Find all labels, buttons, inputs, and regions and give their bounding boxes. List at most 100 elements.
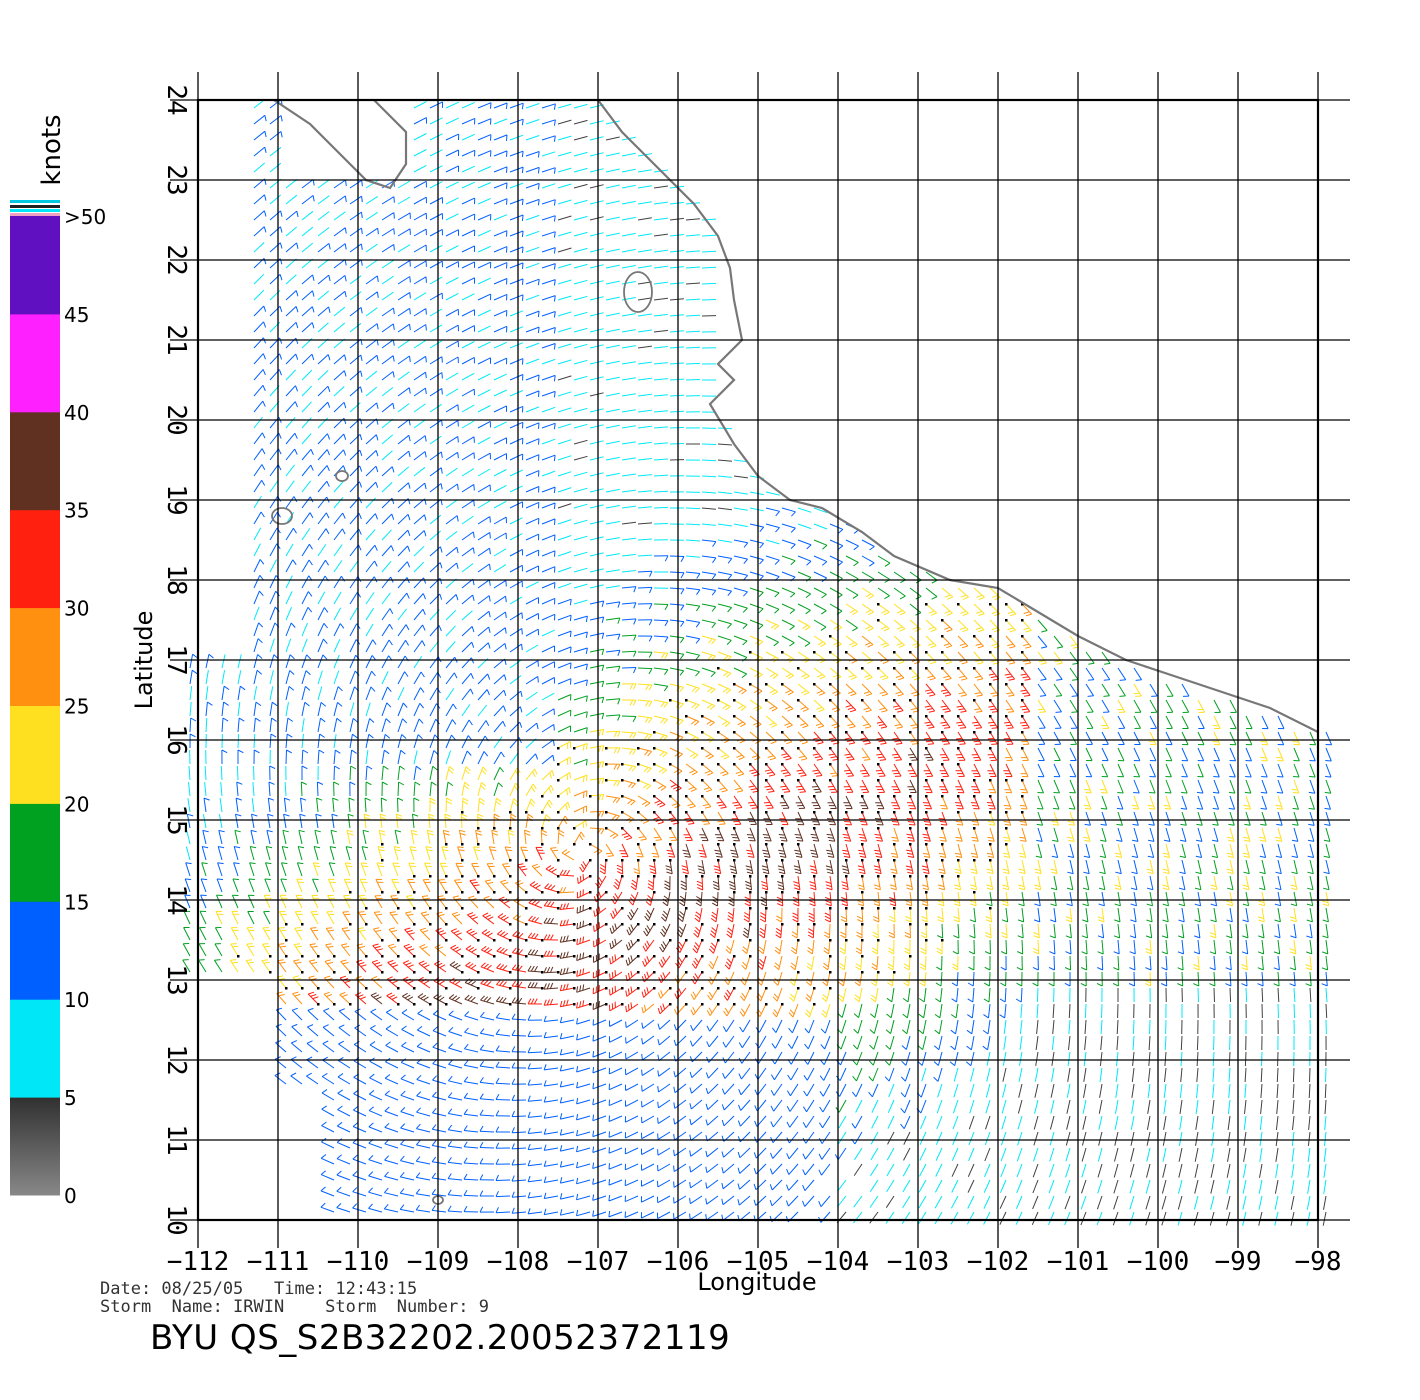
wind-barb-flag bbox=[1241, 964, 1248, 968]
wind-barb bbox=[1080, 1195, 1087, 1210]
wind-barb-flag bbox=[479, 1174, 484, 1181]
wind-barb-flag bbox=[855, 950, 862, 955]
rain-flag bbox=[909, 763, 912, 766]
wind-barb bbox=[358, 895, 367, 909]
wind-barb-flag bbox=[483, 963, 489, 969]
wind-barb-flag bbox=[350, 765, 357, 770]
wind-barb bbox=[400, 1208, 415, 1213]
wind-barb-flag bbox=[189, 733, 196, 738]
wind-barb-flag bbox=[769, 1168, 773, 1175]
rain-flag bbox=[557, 907, 560, 910]
wind-barb-flag bbox=[742, 961, 748, 967]
wind-barb bbox=[330, 830, 335, 845]
wind-barb-flag bbox=[1032, 947, 1039, 952]
wind-barb bbox=[765, 795, 774, 809]
wind-barb bbox=[509, 752, 519, 765]
wind-barb-flag bbox=[309, 943, 316, 946]
wind-barb-flag bbox=[329, 862, 336, 865]
rain-flag bbox=[621, 827, 624, 830]
wind-barb bbox=[322, 1043, 335, 1053]
wind-barb-flag bbox=[940, 839, 947, 842]
wind-barb-flag bbox=[743, 927, 750, 932]
wind-barb-flag bbox=[1164, 807, 1171, 810]
wind-barb-flag bbox=[298, 829, 305, 833]
wind-barb bbox=[1114, 1099, 1119, 1114]
rain-flag bbox=[861, 907, 864, 910]
wind-barb-flag bbox=[608, 1179, 610, 1186]
wind-barb bbox=[957, 923, 960, 939]
wind-barb bbox=[886, 1163, 895, 1177]
wind-barb bbox=[1291, 1163, 1295, 1178]
wind-barb-flag bbox=[646, 987, 649, 994]
wind-barb bbox=[711, 971, 719, 985]
wind-barb bbox=[741, 1035, 751, 1048]
wind-barb bbox=[1131, 1083, 1135, 1098]
wind-barb-flag bbox=[342, 911, 349, 913]
wind-barb-flag bbox=[1098, 887, 1105, 891]
wind-barb bbox=[417, 1029, 431, 1037]
wind-barb bbox=[527, 1035, 543, 1037]
wind-barb-flag bbox=[559, 1097, 563, 1104]
wind-barb-flag bbox=[502, 932, 509, 938]
wind-barb bbox=[641, 1115, 655, 1124]
wind-barb bbox=[856, 1035, 863, 1050]
wind-barb bbox=[889, 1051, 895, 1066]
wind-barb bbox=[544, 1035, 559, 1039]
wind-barb-flag bbox=[744, 902, 751, 907]
wind-barb-flag bbox=[773, 965, 780, 970]
wind-barb-flag bbox=[339, 991, 346, 996]
wind-barb bbox=[956, 971, 959, 987]
wind-barb bbox=[1293, 843, 1299, 858]
wind-barb-flag bbox=[1160, 983, 1167, 987]
wind-barb bbox=[1245, 923, 1249, 938]
wind-barb-flag bbox=[383, 1203, 389, 1210]
wind-barb-flag bbox=[825, 881, 832, 884]
wind-barb bbox=[467, 914, 479, 925]
wind-barb-flag bbox=[901, 1029, 908, 1035]
wind-barb-flag bbox=[233, 862, 240, 865]
wind-barb-flag bbox=[705, 1150, 708, 1157]
wind-barb bbox=[837, 1147, 847, 1160]
wind-barb bbox=[1049, 1115, 1055, 1130]
wind-barb bbox=[416, 1095, 431, 1101]
wind-barb bbox=[1293, 859, 1298, 874]
rain-flag bbox=[909, 795, 912, 798]
wind-barb-flag bbox=[855, 963, 862, 968]
wind-barb bbox=[1181, 795, 1188, 810]
wind-barb bbox=[1245, 875, 1250, 890]
wind-barb-flag bbox=[446, 800, 452, 805]
wind-barb bbox=[717, 843, 723, 858]
wind-barb-flag bbox=[549, 772, 552, 779]
wind-barb bbox=[512, 917, 527, 925]
wind-barb-flag bbox=[1244, 823, 1251, 826]
rain-flag bbox=[461, 955, 464, 958]
wind-barb bbox=[701, 747, 714, 757]
rain-flag bbox=[541, 939, 544, 942]
wind-barb bbox=[355, 994, 367, 1005]
rain-flag bbox=[653, 779, 656, 782]
rain-flag bbox=[557, 971, 560, 974]
wind-barb bbox=[772, 1131, 783, 1144]
wind-barb-flag bbox=[659, 946, 664, 953]
wind-barb bbox=[449, 964, 463, 973]
wind-barb-flag bbox=[791, 934, 798, 939]
wind-barb-flag bbox=[231, 961, 239, 964]
wind-barb bbox=[1165, 811, 1171, 826]
wind-barb-flag bbox=[647, 883, 654, 888]
wind-barb-flag bbox=[431, 1172, 437, 1179]
wind-barb bbox=[973, 843, 979, 858]
wind-barb-flag bbox=[764, 855, 771, 858]
wind-barb bbox=[1049, 1147, 1055, 1162]
wind-barb-flag bbox=[446, 797, 453, 802]
wind-barb bbox=[608, 1083, 623, 1091]
wind-barb-flag bbox=[885, 1044, 891, 1050]
wind-barb-flag bbox=[1129, 951, 1136, 955]
wind-barb bbox=[541, 799, 550, 813]
wind-barb bbox=[560, 1051, 575, 1056]
wind-barb-flag bbox=[392, 897, 399, 900]
wind-barb-flag bbox=[734, 787, 742, 791]
wind-barb-flag bbox=[906, 868, 913, 871]
wind-barb-flag bbox=[532, 783, 537, 790]
wind-barb-flag bbox=[453, 930, 460, 934]
wind-barb bbox=[1035, 1035, 1039, 1050]
